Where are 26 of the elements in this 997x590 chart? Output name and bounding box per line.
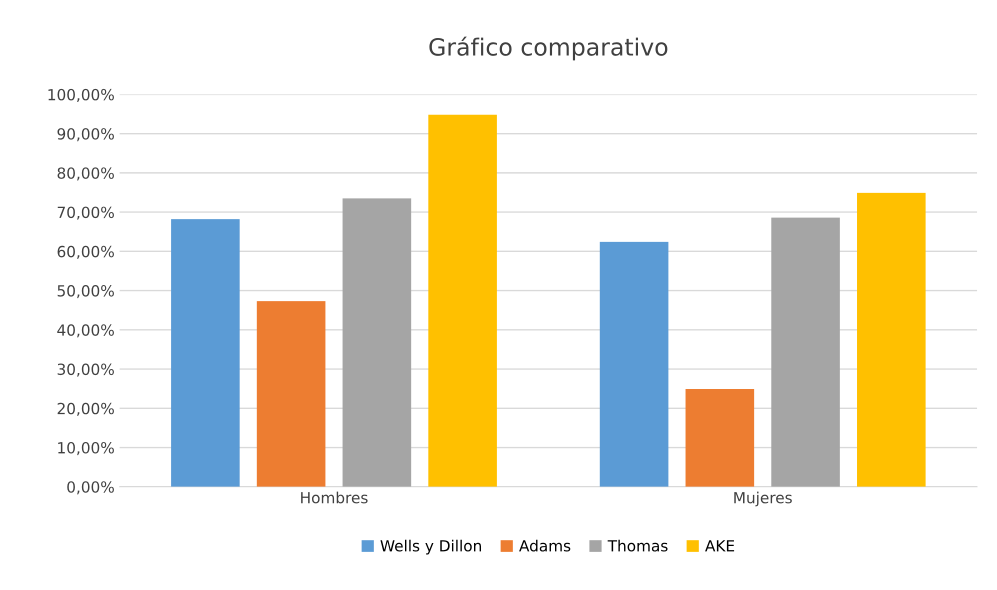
y-tick-label: 40,00%	[57, 324, 114, 338]
legend-label: Thomas	[608, 540, 668, 552]
legend-label: Wells y Dillon	[380, 540, 482, 555]
bar	[771, 218, 840, 487]
bar	[428, 114, 497, 487]
y-tick-label: 60,00%	[58, 246, 114, 259]
bar	[171, 219, 240, 487]
y-tick-label: 70,00%	[58, 206, 114, 220]
bar	[857, 192, 926, 487]
x-tick-label: Mujeres	[734, 492, 792, 506]
y-tick-label: 80,00%	[58, 167, 114, 180]
y-tick-label: 0,00%	[67, 481, 114, 494]
y-tick-label: 20,00%	[58, 402, 114, 416]
y-tick-label: 100,00%	[48, 88, 114, 102]
chart-title: Gráfico comparativo	[429, 36, 668, 60]
bar	[342, 198, 412, 487]
bar	[256, 301, 326, 487]
y-tick-label: 50,00%	[58, 285, 114, 298]
bar	[600, 242, 668, 487]
x-tick-label: Hombres	[301, 492, 368, 504]
y-tick-label: 90,00%	[57, 128, 114, 142]
y-tick-label: 10,00%	[58, 442, 114, 456]
legend-label: AKE	[705, 540, 734, 552]
bar	[686, 389, 754, 487]
legend-label: Adams	[519, 540, 570, 552]
y-tick-label: 30,00%	[58, 364, 114, 377]
